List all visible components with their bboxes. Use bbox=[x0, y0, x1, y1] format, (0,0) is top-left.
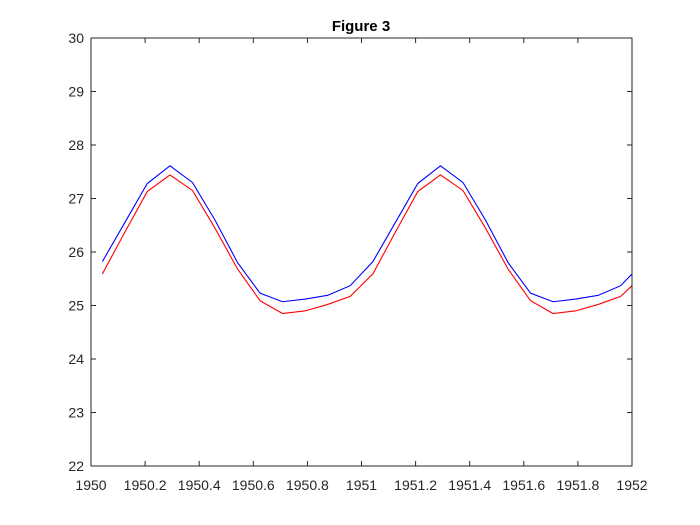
y-tick-label: 30 bbox=[68, 30, 84, 46]
y-tick-label: 26 bbox=[68, 244, 84, 260]
x-tick-label: 1952 bbox=[616, 477, 647, 493]
y-tick-label: 27 bbox=[68, 191, 84, 207]
x-tick-label: 1950 bbox=[75, 477, 106, 493]
series-line-1 bbox=[101, 165, 633, 303]
y-tick-label: 22 bbox=[68, 458, 84, 474]
chart-title: Figure 3 bbox=[332, 18, 390, 35]
ticks-layer: 1950 1950.2 1950.4 1950.6 1950.8 1951 1951.2 19… bbox=[68, 30, 647, 493]
x-tick-label: 1951 bbox=[346, 477, 377, 493]
x-tick-label: 1951.2 bbox=[394, 477, 437, 493]
y-tick-label: 28 bbox=[68, 137, 84, 153]
x-tick-label: 1950.6 bbox=[232, 477, 275, 493]
y-tick-label: 24 bbox=[68, 351, 84, 367]
series-line-2 bbox=[101, 174, 633, 315]
x-tick-label: 1950.8 bbox=[286, 477, 329, 493]
y-tick-label: 29 bbox=[68, 84, 84, 100]
y-tick-label: 23 bbox=[68, 405, 84, 421]
x-tick-label: 1951.6 bbox=[502, 477, 545, 493]
x-tick-label: 1951.4 bbox=[448, 477, 491, 493]
x-tick-label: 1951.8 bbox=[556, 477, 599, 493]
plot-area bbox=[91, 38, 632, 466]
series-layer bbox=[101, 165, 633, 315]
x-tick-label: 1950.4 bbox=[178, 477, 221, 493]
y-tick-label: 25 bbox=[68, 298, 84, 314]
x-tick-label: 1950.2 bbox=[124, 477, 167, 493]
